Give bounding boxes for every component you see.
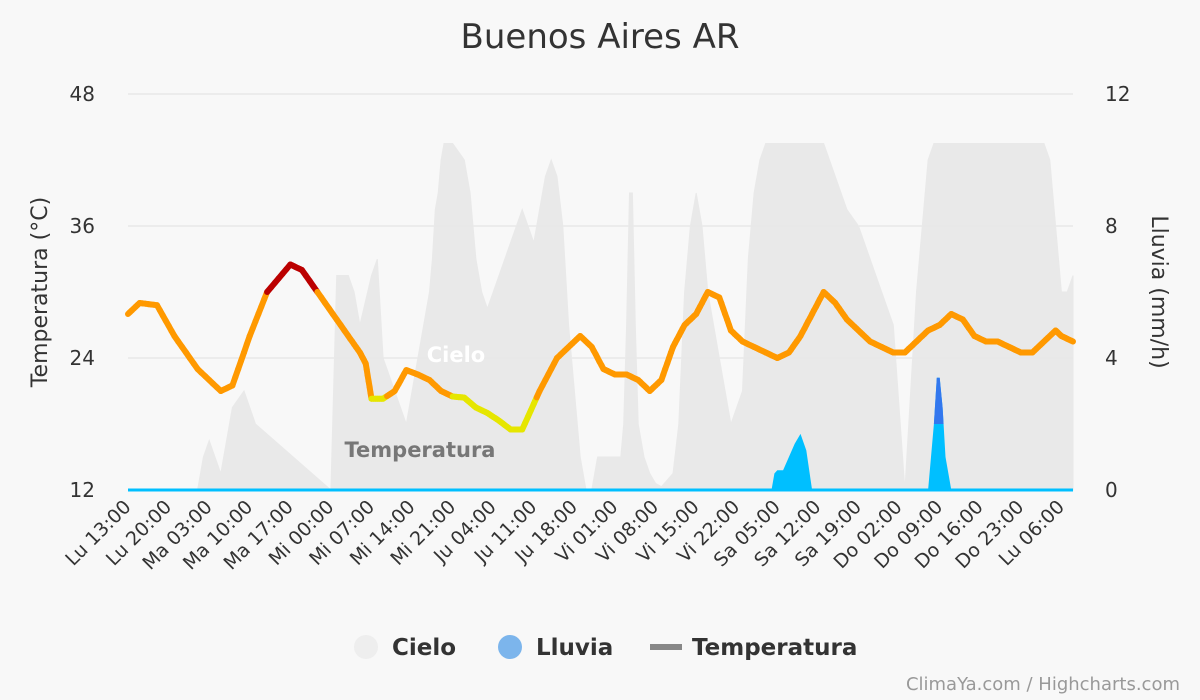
y-left-tick-label: 12 <box>70 478 95 502</box>
y-left-tick-label: 36 <box>70 214 95 238</box>
legend-marker-cielo <box>354 635 378 659</box>
temperatura-segment <box>1068 337 1076 345</box>
y-right-title: Lluvia (mm/h) <box>1146 215 1171 368</box>
y-left-axis: 12 24 36 48 <box>70 82 95 502</box>
lluvia-heavy-path <box>933 377 944 424</box>
legend-item-temperatura[interactable]: Temperatura <box>650 635 857 661</box>
legend-item-lluvia[interactable]: Lluvia <box>498 635 613 661</box>
credit[interactable]: ClimaYa.com / Highcharts.com <box>906 674 1180 695</box>
legend-marker-lluvia <box>498 635 522 659</box>
cielo-area <box>128 143 1074 492</box>
y-left-tick-label: 48 <box>70 82 95 106</box>
chart-title: Buenos Aires AR <box>461 17 740 57</box>
legend-marker-temperatura <box>650 644 682 650</box>
lluvia-area <box>128 377 1073 492</box>
temperatura-series-label: Temperatura <box>345 438 496 462</box>
y-left-title: Temperatura (°C) <box>28 197 53 388</box>
y-right-tick-label: 0 <box>1105 478 1118 502</box>
y-right-tick-label: 8 <box>1105 214 1118 238</box>
legend-label-temperatura: Temperatura <box>692 635 857 661</box>
y-left-tick-label: 24 <box>70 346 95 370</box>
cielo-area-path <box>128 143 1074 492</box>
y-right-tick-label: 12 <box>1105 82 1130 106</box>
cielo-series-label: Cielo <box>427 343 485 367</box>
y-right-axis: 0 4 8 12 <box>1105 82 1130 502</box>
legend: Cielo Lluvia Temperatura <box>354 635 857 661</box>
legend-label-lluvia: Lluvia <box>536 635 613 661</box>
legend-label-cielo: Cielo <box>392 635 456 661</box>
y-right-tick-label: 4 <box>1105 346 1118 370</box>
legend-item-cielo[interactable]: Cielo <box>354 635 456 661</box>
temperatura-line <box>125 261 1076 433</box>
